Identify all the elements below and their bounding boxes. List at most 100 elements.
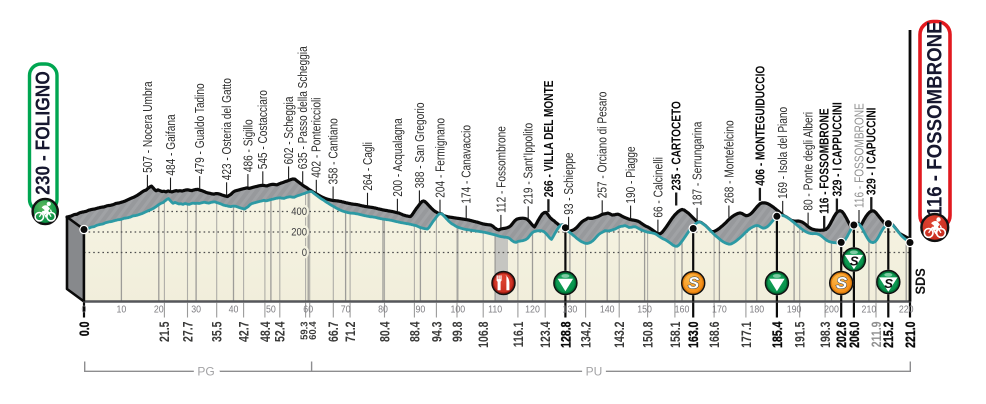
svg-text:484 - Gaifana: 484 - Gaifana (165, 114, 178, 176)
svg-text:0: 0 (82, 304, 87, 315)
svg-text:402 - Pontericcioli: 402 - Pontericcioli (311, 98, 324, 178)
svg-text:406 - MONTEGUIDUCCIO: 406 - MONTEGUIDUCCIO (754, 66, 767, 186)
svg-text:52.4: 52.4 (272, 321, 288, 342)
svg-text:198.3: 198.3 (818, 321, 834, 348)
svg-text:329 - I CAPPUCCINI: 329 - I CAPPUCCINI (831, 102, 844, 196)
svg-text:10: 10 (116, 304, 126, 315)
svg-text:150: 150 (637, 304, 652, 315)
svg-text:60: 60 (303, 304, 313, 315)
svg-text:59.3: 59.3 (299, 321, 311, 340)
svg-text:42.7: 42.7 (236, 321, 252, 342)
svg-text:116.1: 116.1 (511, 321, 527, 347)
svg-text:180: 180 (749, 304, 764, 315)
svg-text:400: 400 (291, 207, 307, 219)
svg-text:48.4: 48.4 (258, 321, 274, 342)
svg-text:329 - I CAPUCCINI: 329 - I CAPUCCINI (866, 108, 879, 196)
svg-text:60.4: 60.4 (308, 321, 320, 340)
svg-text:635 - Passo della Scheggia: 635 - Passo della Scheggia (297, 46, 310, 169)
svg-text:130: 130 (563, 304, 578, 315)
svg-text:230 - FOLIGNO: 230 - FOLIGNO (31, 71, 53, 195)
svg-text:264 - Cagli: 264 - Cagli (362, 142, 375, 191)
svg-text:140: 140 (600, 304, 615, 315)
svg-text:268 - Montefelcino: 268 - Montefelcino (723, 120, 736, 203)
svg-text:200: 200 (291, 227, 307, 239)
svg-text:66 - Calcinelli: 66 - Calcinelli (652, 157, 665, 218)
svg-text:80: 80 (378, 304, 388, 315)
svg-text:94.3: 94.3 (429, 321, 445, 342)
svg-text:27.7: 27.7 (180, 321, 196, 342)
svg-text:202.6: 202.6 (834, 321, 850, 348)
svg-text:220: 220 (899, 304, 914, 315)
svg-text:545 - Costacciaro: 545 - Costacciaro (257, 90, 270, 169)
svg-text:70: 70 (341, 304, 351, 315)
svg-text:158.1: 158.1 (668, 321, 684, 348)
svg-text:90: 90 (415, 304, 425, 315)
svg-text:123.4: 123.4 (538, 321, 554, 348)
svg-text:40: 40 (229, 304, 239, 315)
svg-text:80 - Ponte degli Alberi: 80 - Ponte degli Alberi (803, 112, 816, 211)
svg-text:160: 160 (675, 304, 690, 315)
svg-text:30: 30 (191, 304, 201, 315)
svg-text:35.5: 35.5 (209, 321, 225, 342)
svg-text:190 - Piagge: 190 - Piagge (625, 146, 638, 203)
svg-text:66.7: 66.7 (326, 321, 342, 342)
svg-text:388 - San Gregorio: 388 - San Gregorio (414, 103, 427, 189)
svg-text:99.8: 99.8 (450, 321, 466, 342)
svg-text:80.4: 80.4 (377, 321, 393, 342)
svg-text:0: 0 (302, 248, 308, 260)
svg-text:PG: PG (197, 364, 214, 378)
svg-text:116 - FOSSOMBRONE: 116 - FOSSOMBRONE (923, 21, 946, 216)
svg-text:100: 100 (450, 304, 465, 315)
svg-text:134.2: 134.2 (578, 321, 594, 348)
svg-text:S: S (688, 274, 700, 293)
svg-text:170: 170 (712, 304, 727, 315)
svg-text:71.2: 71.2 (343, 321, 359, 342)
svg-text:486 - Sigillo: 486 - Sigillo (242, 119, 255, 172)
svg-text:88.4: 88.4 (407, 321, 423, 342)
svg-text:0.0: 0.0 (77, 321, 93, 336)
svg-text:257 - Orciano di Pesaro: 257 - Orciano di Pesaro (597, 92, 610, 199)
svg-text:93 - Schieppe: 93 - Schieppe (563, 153, 576, 215)
svg-text:169 - Isola del Piano: 169 - Isola del Piano (777, 107, 790, 199)
svg-text:116 - FOSSOMBRONE: 116 - FOSSOMBRONE (819, 108, 832, 214)
svg-text:210: 210 (862, 304, 877, 315)
svg-text:190: 190 (787, 304, 802, 315)
svg-text:187 - Serrungarina: 187 - Serrungarina (692, 121, 705, 206)
svg-text:S: S (850, 253, 859, 268)
svg-text:PU: PU (586, 364, 603, 378)
svg-text:S: S (836, 274, 848, 293)
svg-text:200 - Acqualagna: 200 - Acqualagna (392, 118, 405, 197)
svg-text:211.9: 211.9 (869, 321, 885, 347)
svg-text:200: 200 (824, 304, 839, 315)
svg-text:219 - Sant’Ippolito: 219 - Sant’Ippolito (523, 123, 536, 204)
svg-text:106.8: 106.8 (476, 321, 492, 348)
svg-text:168.6: 168.6 (707, 321, 723, 348)
svg-text:110: 110 (488, 304, 502, 315)
svg-text:185.4: 185.4 (770, 321, 786, 348)
svg-text:143.2: 143.2 (612, 321, 628, 348)
svg-text:S: S (884, 276, 893, 291)
svg-text:507 - Nocera Umbra: 507 - Nocera Umbra (142, 81, 155, 173)
svg-text:174 - Canavaccio: 174 - Canavaccio (461, 125, 474, 204)
svg-text:177.1: 177.1 (739, 321, 755, 348)
svg-text:479 - Gualdo Tadino: 479 - Gualdo Tadino (194, 83, 207, 174)
svg-text:423 - Osteria del Gatto: 423 - Osteria del Gatto (221, 78, 234, 180)
svg-text:SDS: SDS (913, 268, 928, 295)
svg-text:191.5: 191.5 (792, 321, 808, 348)
svg-text:602 - Scheggia: 602 - Scheggia (283, 96, 296, 164)
svg-text:120: 120 (525, 304, 540, 315)
svg-text:116 - FOSSOMBRONE: 116 - FOSSOMBRONE (853, 103, 866, 208)
svg-text:204 - Fermignano: 204 - Fermignano (434, 118, 447, 198)
svg-text:50: 50 (266, 304, 276, 315)
svg-text:235 - CARTOCETO: 235 - CARTOCETO (671, 101, 684, 190)
svg-text:128.8: 128.8 (558, 321, 574, 348)
svg-text:20: 20 (154, 304, 164, 315)
svg-text:215.2: 215.2 (881, 321, 897, 348)
svg-text:358 - Cantiano: 358 - Cantiano (328, 118, 341, 184)
svg-text:21.5: 21.5 (157, 321, 173, 342)
svg-text:221.0: 221.0 (903, 321, 919, 348)
svg-text:150.8: 150.8 (640, 321, 656, 348)
svg-text:112 - Fossombrone: 112 - Fossombrone (495, 126, 508, 213)
svg-text:163.0: 163.0 (686, 321, 702, 348)
svg-text:266 - VILLA DEL MONTE: 266 - VILLA DEL MONTE (543, 80, 556, 197)
